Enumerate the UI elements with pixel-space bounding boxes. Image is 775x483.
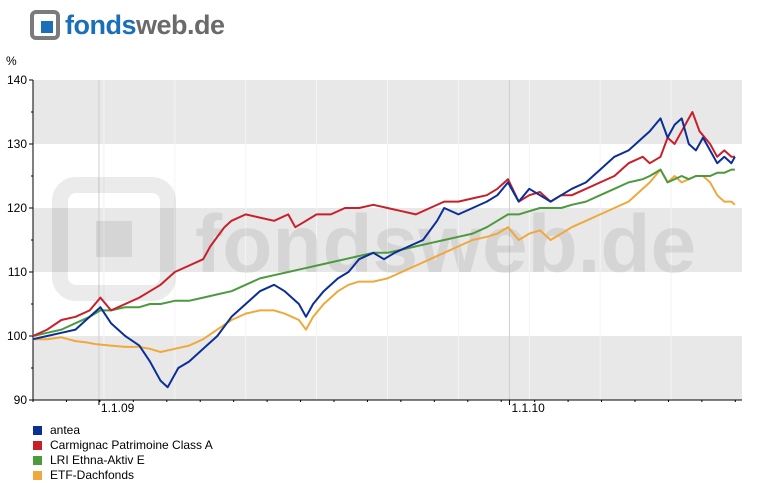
x-tick-label: 1.1.09 [101, 401, 135, 415]
legend-item: LRI Ethna-Aktiv E [33, 453, 213, 468]
legend-item: ETF-Dachfonds [33, 468, 213, 483]
y-axis-label: % [6, 54, 17, 68]
legend-swatch [33, 426, 42, 435]
y-tick-label: 120 [7, 201, 27, 215]
series-line-1 [32, 111, 735, 337]
y-tick-label: 130 [7, 137, 27, 151]
legend-item: Carmignac Patrimoine Class A [33, 438, 213, 453]
brand-logo[interactable]: fondsweb.de [30, 8, 225, 42]
x-tick-label: 1.1.10 [511, 401, 545, 415]
legend-swatch [33, 471, 42, 480]
legend-swatch [33, 456, 42, 465]
watermark-icon-square [96, 221, 132, 257]
y-tick-label: 110 [8, 265, 27, 279]
legend-label: ETF-Dachfonds [50, 468, 135, 482]
chart-legend: antea Carmignac Patrimoine Class A LRI Eth… [33, 423, 213, 483]
logo-icon [30, 10, 60, 40]
y-tick-label: 90 [14, 393, 28, 407]
logo-fonds-text: fonds [65, 9, 137, 40]
y-tick-label: 140 [7, 73, 27, 87]
logo-web-text: web.de [136, 9, 225, 40]
legend-swatch [33, 441, 42, 450]
y-tick-label: 100 [7, 329, 27, 343]
legend-label: Carmignac Patrimoine Class A [50, 438, 213, 452]
series-line-2 [32, 168, 735, 337]
legend-item: antea [33, 423, 213, 438]
legend-label: antea [50, 423, 81, 437]
legend-label: LRI Ethna-Aktiv E [50, 453, 145, 467]
watermark-icon [52, 177, 176, 301]
series-line-0 [32, 117, 736, 389]
